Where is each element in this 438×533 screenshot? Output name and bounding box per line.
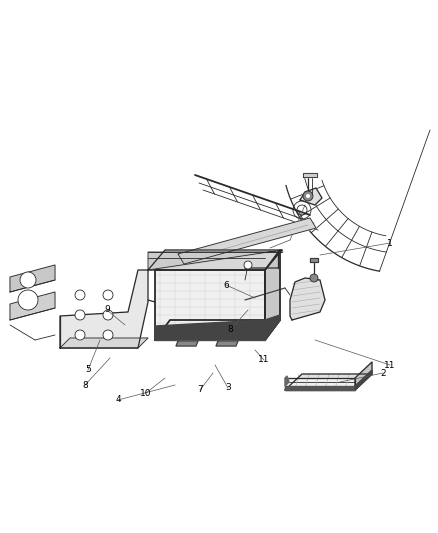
Circle shape	[75, 330, 85, 340]
Polygon shape	[176, 341, 198, 346]
Polygon shape	[60, 338, 148, 348]
Text: 1: 1	[387, 238, 393, 247]
Polygon shape	[285, 374, 372, 390]
Circle shape	[103, 330, 113, 340]
Text: 11: 11	[384, 360, 396, 369]
Text: 8: 8	[82, 381, 88, 390]
Circle shape	[75, 310, 85, 320]
Polygon shape	[310, 258, 318, 262]
Text: 3: 3	[225, 384, 231, 392]
Polygon shape	[303, 173, 317, 177]
Polygon shape	[155, 335, 265, 340]
Text: 7: 7	[197, 385, 203, 394]
Circle shape	[244, 261, 252, 269]
Polygon shape	[290, 278, 325, 320]
Polygon shape	[10, 265, 55, 292]
Polygon shape	[178, 218, 316, 264]
Polygon shape	[155, 270, 265, 340]
Polygon shape	[285, 376, 289, 386]
Circle shape	[20, 272, 36, 288]
Polygon shape	[285, 386, 355, 390]
Circle shape	[103, 310, 113, 320]
Text: 2: 2	[380, 368, 386, 377]
Text: 4: 4	[115, 395, 121, 405]
Polygon shape	[148, 250, 282, 270]
Polygon shape	[10, 292, 55, 320]
Polygon shape	[300, 188, 322, 205]
Circle shape	[310, 274, 318, 282]
Circle shape	[18, 290, 38, 310]
Polygon shape	[155, 315, 280, 340]
Polygon shape	[155, 320, 280, 340]
Text: 6: 6	[223, 280, 229, 289]
Polygon shape	[216, 341, 238, 346]
Text: 5: 5	[85, 366, 91, 375]
Polygon shape	[60, 270, 148, 348]
Circle shape	[303, 191, 313, 201]
Circle shape	[103, 290, 113, 300]
Text: 10: 10	[140, 389, 152, 398]
Text: 8: 8	[227, 326, 233, 335]
Polygon shape	[285, 378, 355, 390]
Circle shape	[306, 194, 310, 198]
Text: 11: 11	[258, 356, 270, 365]
Polygon shape	[355, 370, 372, 390]
Polygon shape	[355, 362, 372, 390]
Text: 9: 9	[104, 305, 110, 314]
Circle shape	[75, 290, 85, 300]
Polygon shape	[265, 250, 280, 340]
Polygon shape	[148, 250, 282, 270]
